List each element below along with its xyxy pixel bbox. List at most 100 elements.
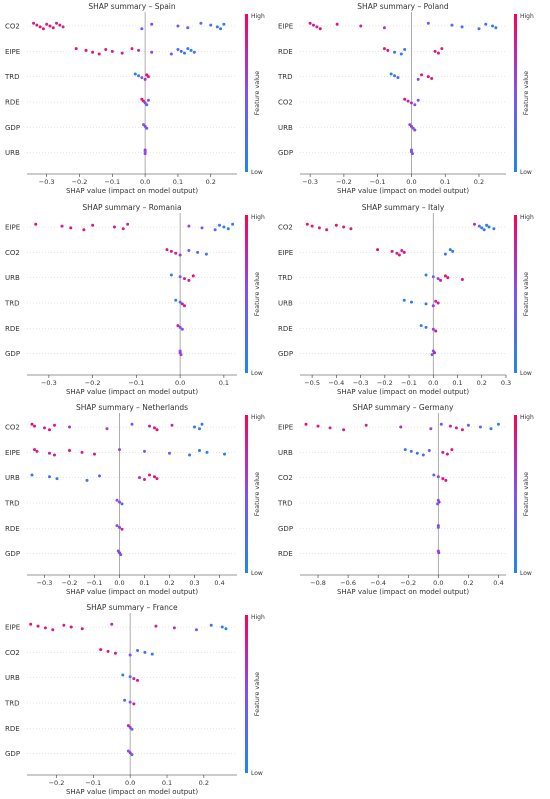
shap-point (120, 527, 124, 531)
x-tick-label: −0.1 (370, 178, 386, 186)
shap-point (436, 277, 440, 281)
shap-point (169, 52, 173, 56)
x-tick-label: −0.2 (377, 379, 393, 387)
shap-point (426, 21, 430, 25)
x-tick-label: −0.1 (128, 379, 144, 387)
x-tick-label: 0.0 (140, 178, 150, 186)
colorbar-high-label: High (520, 214, 534, 221)
colorbar-title: Feature value (522, 472, 530, 516)
feature-label: URB (5, 674, 20, 682)
x-tick-label: −0.1 (85, 779, 101, 787)
x-axis-label: SHAP value (impact on model output) (337, 388, 469, 396)
shap-point (146, 75, 150, 79)
feature-label: EIPE (5, 624, 20, 632)
shap-point (424, 325, 428, 329)
colorbar-high-label: High (251, 414, 265, 421)
shap-point (128, 725, 132, 729)
colorbar-title: Feature value (253, 71, 261, 115)
shap-point (399, 52, 403, 56)
colorbar-title: Feature value (253, 472, 261, 516)
shap-point (38, 25, 42, 29)
shap-point (409, 449, 413, 453)
shap-point (145, 126, 149, 130)
feature-label: TRD (4, 700, 20, 708)
shap-point (176, 48, 180, 52)
shap-point (209, 623, 213, 627)
shap-point (419, 324, 423, 328)
shap-point (443, 274, 447, 278)
shap-point (395, 251, 399, 255)
shap-point (169, 273, 173, 277)
x-tick-label: −0.2 (85, 379, 101, 387)
shap-point (118, 500, 121, 504)
shap-point (487, 225, 491, 229)
shap-point (192, 50, 196, 54)
shap-point (310, 224, 314, 228)
shap-point (316, 424, 320, 428)
shap-point (441, 450, 445, 454)
shap-point (183, 277, 186, 281)
feature-label: CO2 (5, 649, 20, 657)
shap-point (58, 23, 62, 27)
shap-point (477, 27, 481, 31)
shap-point (226, 227, 230, 231)
x-tick-label: −0.2 (49, 779, 65, 787)
shap-point (312, 23, 316, 27)
colorbar-low-label: Low (520, 169, 532, 176)
shap-point (305, 222, 309, 226)
shap-point (53, 423, 56, 427)
shap-point (115, 524, 119, 528)
feature-label: TRD (4, 300, 20, 308)
x-tick-label: 0.0 (114, 579, 124, 587)
panel-title: SHAP summary – Poland (357, 2, 449, 11)
x-tick-label: 0.2 (206, 178, 216, 186)
shap-point (187, 278, 191, 282)
shap-point (132, 677, 136, 681)
colorbar-high-label: High (520, 414, 534, 421)
shap-point (436, 51, 440, 55)
shap-point (118, 525, 121, 529)
shap-point (140, 27, 144, 31)
shap-point (61, 25, 65, 29)
panel-title: SHAP summary – Germany (353, 403, 454, 412)
shap-point (400, 249, 404, 253)
feature-label: RDE (5, 725, 20, 733)
shap-point (434, 299, 438, 303)
feature-label: TRD (4, 500, 20, 508)
shap-point (409, 300, 413, 304)
shap-point (174, 298, 178, 302)
feature-label: EIPE (5, 224, 20, 232)
colorbar (514, 14, 517, 172)
shap-point (466, 423, 470, 427)
shap-point (36, 624, 40, 628)
shap-point (342, 428, 346, 432)
colorbar-high-label: High (251, 614, 265, 621)
shap-point (478, 425, 482, 429)
shap-point (98, 474, 101, 478)
colorbar-high-label: High (251, 13, 265, 20)
shap-point (113, 225, 116, 229)
shap-point (97, 52, 101, 56)
shap-point (48, 451, 51, 455)
shap-point (386, 48, 390, 52)
shap-point (183, 304, 186, 308)
shap-point (93, 452, 96, 456)
feature-label: URB (5, 474, 20, 482)
shap-point (48, 24, 52, 28)
shap-point (198, 427, 201, 431)
shap-point (427, 449, 431, 453)
shap-point (150, 22, 154, 26)
x-tick-label: 0.1 (173, 178, 183, 186)
shap-point (342, 225, 346, 229)
shap-point (220, 625, 224, 629)
shap-point (137, 74, 141, 78)
shap-point (148, 473, 151, 477)
shap-point (409, 101, 413, 105)
shap-point (45, 22, 49, 26)
shap-point (148, 424, 151, 428)
shap-point (143, 449, 146, 453)
shap-point (451, 249, 455, 253)
x-tick-label: −0.4 (328, 379, 344, 387)
feature-label: RDE (5, 525, 20, 533)
shap-point (304, 422, 308, 426)
